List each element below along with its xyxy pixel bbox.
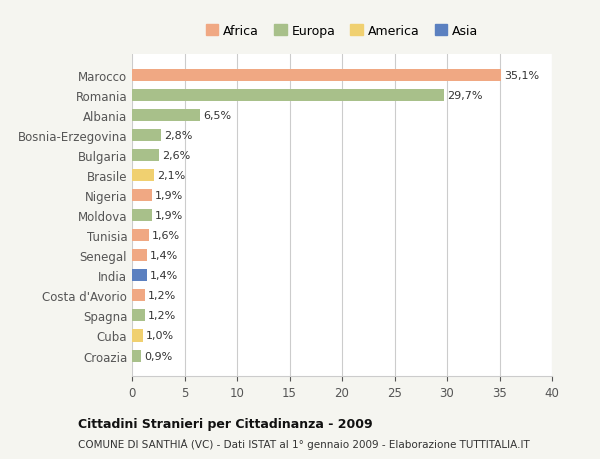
Text: 1,9%: 1,9% [155,191,184,201]
Bar [132,190,152,202]
Text: 1,2%: 1,2% [148,291,176,301]
Text: 29,7%: 29,7% [447,91,482,101]
Bar [132,110,200,122]
Text: 1,0%: 1,0% [146,331,174,341]
Bar [132,170,154,182]
Text: Cittadini Stranieri per Cittadinanza - 2009: Cittadini Stranieri per Cittadinanza - 2… [78,417,373,430]
Text: 1,4%: 1,4% [150,271,178,281]
Text: 1,9%: 1,9% [155,211,184,221]
Bar [132,130,161,142]
Text: 2,6%: 2,6% [163,151,191,161]
Bar [132,250,146,262]
Bar [132,90,444,102]
Bar [132,230,149,242]
Bar [132,330,143,342]
Text: 2,8%: 2,8% [164,131,193,141]
Bar [132,70,500,82]
Text: 1,2%: 1,2% [148,311,176,321]
Text: COMUNE DI SANTHIÀ (VC) - Dati ISTAT al 1° gennaio 2009 - Elaborazione TUTTITALI: COMUNE DI SANTHIÀ (VC) - Dati ISTAT al … [78,438,530,449]
Text: 0,9%: 0,9% [145,351,173,361]
Bar [132,270,146,282]
Text: 6,5%: 6,5% [203,111,232,121]
Bar [132,210,152,222]
Bar [132,290,145,302]
Text: 1,4%: 1,4% [150,251,178,261]
Text: 35,1%: 35,1% [504,71,539,81]
Bar [132,310,145,322]
Text: 2,1%: 2,1% [157,171,185,181]
Bar [132,350,142,362]
Legend: Africa, Europa, America, Asia: Africa, Europa, America, Asia [200,20,484,43]
Text: 1,6%: 1,6% [152,231,180,241]
Bar [132,150,160,162]
